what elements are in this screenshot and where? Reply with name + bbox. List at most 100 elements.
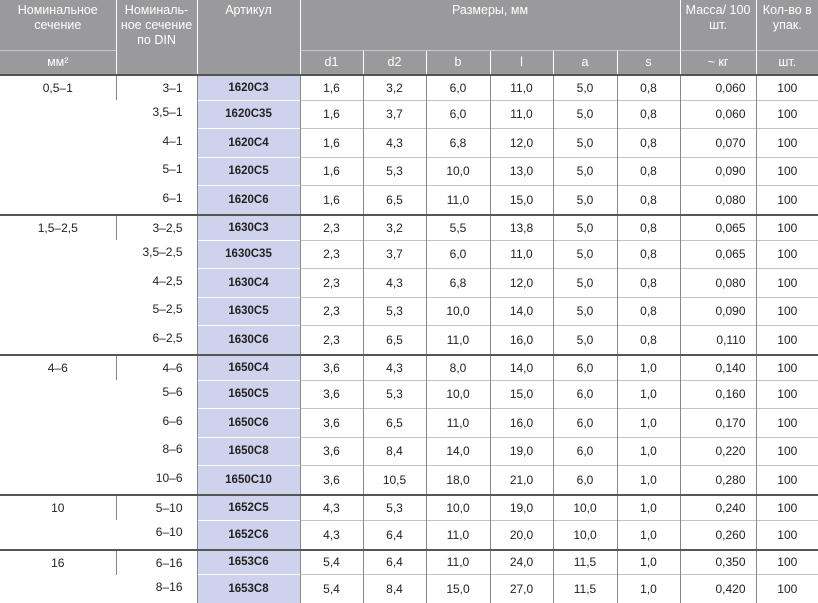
cell-a: 10,0 (553, 520, 617, 550)
cell-b: 11,0 (426, 550, 490, 575)
cell-s: 0,8 (617, 240, 680, 269)
cell-a: 5,0 (553, 326, 617, 356)
cell-section: 1,5–2,5 (0, 215, 116, 355)
cell-article: 1650C10 (197, 466, 300, 496)
cell-l: 24,0 (490, 550, 553, 575)
cell-a: 10,0 (553, 495, 617, 520)
cell-d2: 6,5 (363, 326, 426, 356)
cell-a: 5,0 (553, 186, 617, 216)
cell-b: 6,8 (426, 269, 490, 298)
cell-article: 1630C35 (197, 240, 300, 269)
cell-mass: 0,140 (680, 355, 756, 380)
cell-din: 6–10 (116, 520, 197, 550)
cell-b: 18,0 (426, 466, 490, 496)
cell-d1: 1,6 (300, 186, 363, 216)
cell-din: 8–16 (116, 575, 197, 603)
cell-article: 1620C5 (197, 157, 300, 186)
cell-b: 5,5 (426, 215, 490, 240)
header-mass: Масса/ 100 шт. (680, 0, 756, 51)
cell-b: 6,0 (426, 240, 490, 269)
cell-qty: 100 (756, 129, 818, 158)
cell-section: 0,5–1 (0, 75, 116, 215)
cell-d1: 3,6 (300, 437, 363, 466)
cell-d2: 3,2 (363, 215, 426, 240)
header-a: a (553, 51, 617, 76)
cell-b: 8,0 (426, 355, 490, 380)
cell-s: 1,0 (617, 520, 680, 550)
cell-d2: 5,3 (363, 157, 426, 186)
cell-a: 5,0 (553, 157, 617, 186)
header-dimensions: Размеры, мм (300, 0, 680, 51)
cell-qty: 100 (756, 326, 818, 356)
header-nominal-section: Номинальное сечение (0, 0, 116, 51)
header-qty-unit: шт. (756, 51, 818, 76)
cell-article: 1620C35 (197, 100, 300, 129)
cell-d2: 8,4 (363, 437, 426, 466)
cell-l: 16,0 (490, 409, 553, 438)
cell-l: 27,0 (490, 575, 553, 603)
cell-mass: 0,110 (680, 326, 756, 356)
cell-d2: 10,5 (363, 466, 426, 496)
cell-din: 6–6 (116, 409, 197, 438)
cell-l: 20,0 (490, 520, 553, 550)
cell-qty: 100 (756, 269, 818, 298)
cell-l: 15,0 (490, 186, 553, 216)
cell-d1: 4,3 (300, 495, 363, 520)
cell-d2: 5,3 (363, 380, 426, 409)
cell-qty: 100 (756, 409, 818, 438)
cell-l: 19,0 (490, 437, 553, 466)
cell-l: 19,0 (490, 495, 553, 520)
header-s: s (617, 51, 680, 76)
cell-d1: 3,6 (300, 380, 363, 409)
cell-qty: 100 (756, 240, 818, 269)
cell-mass: 0,060 (680, 100, 756, 129)
cell-din: 8–6 (116, 437, 197, 466)
cell-d1: 4,3 (300, 520, 363, 550)
cell-d2: 4,3 (363, 129, 426, 158)
cell-b: 11,0 (426, 326, 490, 356)
cell-d1: 1,6 (300, 75, 363, 100)
cell-din: 5–10 (116, 495, 197, 520)
cell-s: 0,8 (617, 215, 680, 240)
cell-article: 1630C6 (197, 326, 300, 356)
cell-l: 14,0 (490, 355, 553, 380)
cell-article: 1650C6 (197, 409, 300, 438)
header-b: b (426, 51, 490, 76)
cell-mass: 0,090 (680, 157, 756, 186)
cell-b: 11,0 (426, 186, 490, 216)
cell-article: 1652C6 (197, 520, 300, 550)
cell-din: 3–2,5 (116, 215, 197, 240)
cell-mass: 0,260 (680, 520, 756, 550)
cell-section: 16 (0, 550, 116, 603)
cell-s: 0,8 (617, 186, 680, 216)
cell-a: 6,0 (553, 437, 617, 466)
cell-din: 4–2,5 (116, 269, 197, 298)
cell-mass: 0,350 (680, 550, 756, 575)
cell-d1: 1,6 (300, 100, 363, 129)
cell-a: 6,0 (553, 355, 617, 380)
cell-l: 11,0 (490, 240, 553, 269)
cell-d2: 6,4 (363, 520, 426, 550)
cell-section: 4–6 (0, 355, 116, 495)
cell-d2: 6,5 (363, 186, 426, 216)
cell-mass: 0,090 (680, 297, 756, 326)
cell-d2: 3,7 (363, 240, 426, 269)
cell-article: 1650C4 (197, 355, 300, 380)
cell-a: 6,0 (553, 409, 617, 438)
cell-a: 5,0 (553, 215, 617, 240)
cell-s: 0,8 (617, 269, 680, 298)
cell-article: 1652C5 (197, 495, 300, 520)
cell-a: 5,0 (553, 129, 617, 158)
cell-a: 6,0 (553, 380, 617, 409)
cell-qty: 100 (756, 100, 818, 129)
header-d1: d1 (300, 51, 363, 76)
cell-b: 6,0 (426, 100, 490, 129)
